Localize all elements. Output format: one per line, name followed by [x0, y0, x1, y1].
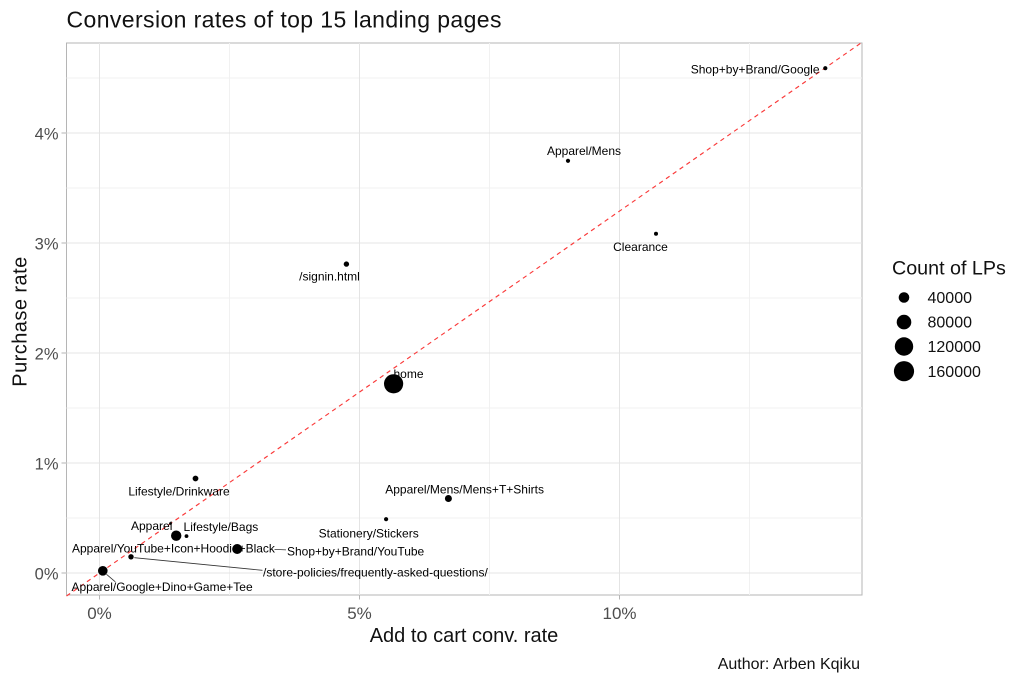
svg-text:1%: 1%: [35, 455, 59, 473]
svg-text:Author: Arben Kqiku: Author: Arben Kqiku: [718, 656, 860, 673]
svg-text:2%: 2%: [35, 345, 59, 363]
svg-text:0%: 0%: [35, 565, 59, 583]
svg-text:Apparel/Mens/Mens+T+Shirts: Apparel/Mens/Mens+T+Shirts: [385, 483, 544, 497]
svg-text:/signin.html: /signin.html: [299, 269, 360, 283]
svg-text:Purchase rate: Purchase rate: [10, 256, 32, 386]
svg-text:Apparel: Apparel: [131, 519, 172, 533]
svg-text:40000: 40000: [928, 290, 973, 307]
svg-text:/store-policies/frequently-ask: /store-policies/frequently-asked-questio…: [263, 565, 488, 579]
svg-text:Stationery/Stickers: Stationery/Stickers: [319, 526, 419, 540]
svg-text:Apparel/YouTube+Icon+Hoodie+Bl: Apparel/YouTube+Icon+Hoodie+Black: [72, 541, 276, 555]
svg-text:3%: 3%: [35, 235, 59, 253]
svg-text:Clearance: Clearance: [613, 240, 668, 254]
svg-text:Conversion rates of top 15 lan: Conversion rates of top 15 landing pages: [67, 6, 502, 32]
svg-text:80000: 80000: [928, 315, 973, 332]
svg-text:Shop+by+Brand/YouTube: Shop+by+Brand/YouTube: [287, 544, 425, 558]
svg-text:home: home: [394, 367, 424, 381]
svg-text:Apparel/Google+Dino+Game+Tee: Apparel/Google+Dino+Game+Tee: [72, 580, 253, 594]
svg-text:5%: 5%: [347, 604, 372, 623]
svg-text:Count of LPs: Count of LPs: [892, 258, 1006, 280]
svg-text:Add to cart conv. rate: Add to cart conv. rate: [370, 625, 559, 647]
svg-text:120000: 120000: [928, 339, 981, 356]
svg-text:160000: 160000: [928, 364, 981, 381]
svg-text:Lifestyle/Bags: Lifestyle/Bags: [184, 520, 259, 534]
svg-text:4%: 4%: [35, 125, 59, 143]
svg-text:Shop+by+Brand/Google: Shop+by+Brand/Google: [691, 62, 820, 76]
svg-text:0%: 0%: [87, 604, 112, 623]
svg-text:Lifestyle/Drinkware: Lifestyle/Drinkware: [128, 484, 230, 498]
svg-text:10%: 10%: [602, 604, 636, 623]
svg-text:Apparel/Mens: Apparel/Mens: [547, 144, 621, 158]
